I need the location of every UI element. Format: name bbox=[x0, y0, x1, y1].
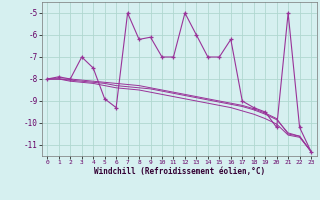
X-axis label: Windchill (Refroidissement éolien,°C): Windchill (Refroidissement éolien,°C) bbox=[94, 167, 265, 176]
